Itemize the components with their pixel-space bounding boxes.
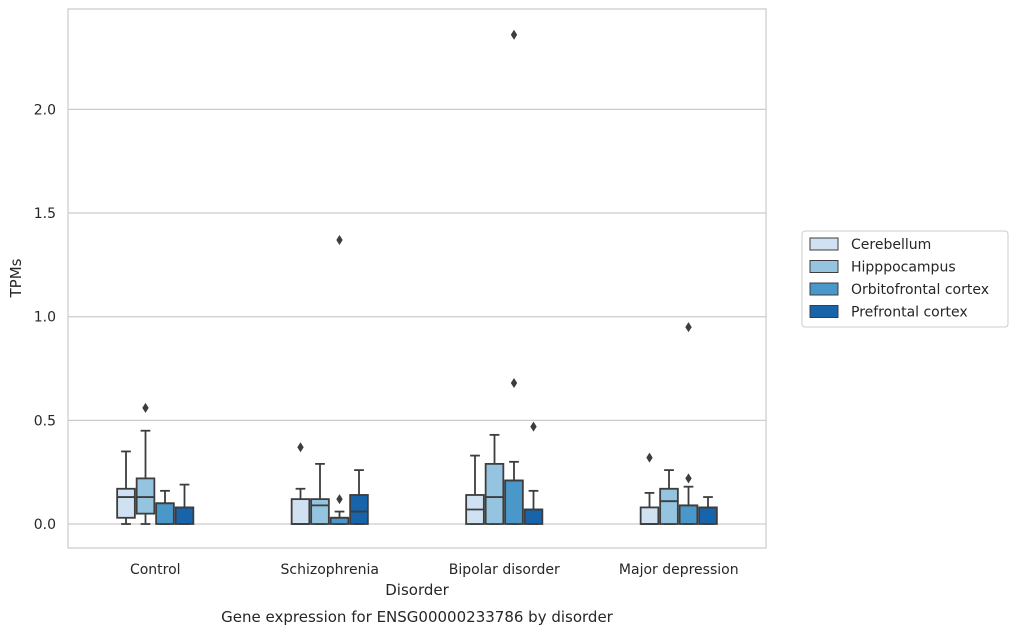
box-body <box>659 487 679 525</box>
y-tick-label: 1.0 <box>34 310 56 326</box>
box-orbitofrontal-cortex <box>504 29 524 525</box>
box-body <box>639 506 660 525</box>
box-hipppocampus <box>135 402 156 525</box>
x-tick-label: Schizophrenia <box>281 562 379 578</box>
box-prefrontal-cortex <box>698 496 718 525</box>
box-orbitofrontal-cortex <box>678 322 699 525</box>
y-axis-ticks: 0.0 0.5 1.0 1.5 2.0 <box>34 102 56 533</box>
box-body <box>310 498 330 525</box>
box-cerebellum <box>465 454 485 525</box>
box-body <box>504 479 524 525</box>
legend-label: Orbitofrontal cortex <box>851 282 989 298</box>
box-hipppocampus <box>310 462 330 525</box>
chart-caption: Gene expression for ENSG00000233786 by d… <box>221 608 614 626</box>
box-cerebellum <box>639 452 660 525</box>
outlier-point <box>685 473 692 484</box>
x-axis-label: Disorder <box>385 581 449 599</box>
legend-label: Hipppocampus <box>851 260 956 276</box>
grid-lines <box>68 108 766 525</box>
box-marks <box>116 29 718 525</box>
legend: Cerebellum Hipppocampus Orbitofrontal cort… <box>801 230 1009 328</box>
y-tick-label: 0.5 <box>34 413 56 429</box>
outlier-point <box>510 378 518 389</box>
box-orbitofrontal-cortex <box>329 234 350 525</box>
box-prefrontal-cortex <box>349 469 369 525</box>
box-prefrontal-cortex <box>523 421 544 525</box>
outlier-point <box>336 494 343 505</box>
box-body <box>698 506 718 525</box>
x-tick-label: Control <box>130 562 181 578</box>
box-body <box>349 494 369 525</box>
box-body <box>155 502 175 525</box>
outlier-point <box>142 402 149 413</box>
box-body <box>135 477 156 515</box>
y-tick-label: 0.0 <box>34 517 56 533</box>
outlier-point <box>530 421 537 432</box>
legend-swatch <box>809 260 839 273</box>
box-orbitofrontal-cortex <box>155 489 175 525</box>
box-body <box>484 462 505 525</box>
box-body <box>678 504 699 525</box>
legend-label: Prefrontal cortex <box>851 305 968 321</box>
y-tick-label: 1.5 <box>34 206 56 222</box>
outlier-point <box>685 322 692 333</box>
legend-swatch <box>809 305 839 318</box>
x-axis-ticks: Control Schizophrenia Bipolar disorder Majo… <box>130 562 739 578</box>
outlier-point <box>336 234 343 245</box>
outlier-point <box>646 452 653 463</box>
box-cerebellum <box>290 442 311 525</box>
legend-label: Cerebellum <box>851 237 931 253</box>
x-tick-label: Bipolar disorder <box>449 562 560 578</box>
box-hipppocampus <box>484 433 505 525</box>
legend-swatch <box>809 237 839 251</box>
legend-frame <box>801 230 1009 328</box>
box-body <box>116 487 136 519</box>
box-cerebellum <box>116 450 136 525</box>
box-hipppocampus <box>659 469 679 525</box>
outlier-point <box>297 442 304 453</box>
box-prefrontal-cortex <box>174 483 195 525</box>
x-tick-label: Major depression <box>619 562 739 578</box>
y-axis-label: TPMs <box>7 258 25 298</box>
y-tick-label: 2.0 <box>34 102 56 118</box>
plot-area-frame <box>67 8 767 549</box>
box-body <box>290 498 311 525</box>
box-body <box>174 506 195 525</box>
box-body <box>329 516 350 525</box>
legend-swatch <box>809 282 839 296</box>
box-body <box>523 508 544 525</box>
outlier-point <box>510 29 518 40</box>
